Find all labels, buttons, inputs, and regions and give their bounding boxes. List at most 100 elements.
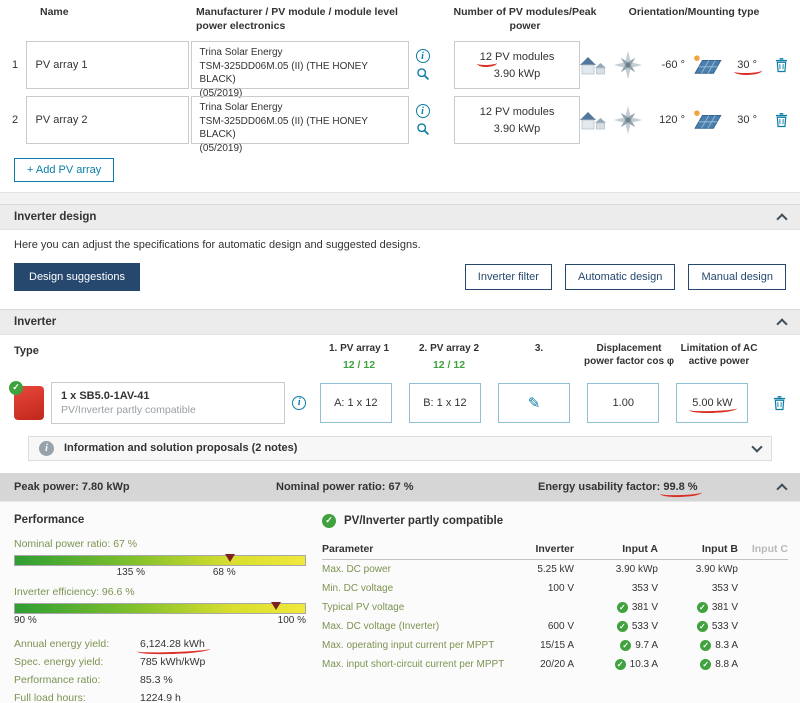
check-icon: ✓ [697,602,708,613]
manual-design-button[interactable]: Manual design [688,264,786,290]
inverter-body: Type 1. PV array 1 12 / 12 2. PV array 2… [0,335,800,461]
design-suggestions-button[interactable]: Design suggestions [14,263,140,291]
module-date: (05/2019) [200,142,400,156]
usability-label: Energy usability factor: [538,481,660,493]
info-icon[interactable]: i [416,104,430,118]
inverter-design-section-header[interactable]: Inverter design [0,204,800,230]
pv-table-header: Name Manufacturer / PV module / module l… [12,6,788,33]
col-manufacturer: Manufacturer / PV module / module level … [196,6,448,33]
inverter-value: 100 V [512,583,574,594]
chevron-up-icon[interactable] [776,214,787,225]
input-a-value: 353 V [632,583,658,594]
inverter-row: ✓ 1 x SB5.0-1AV-41 PV/Inverter partly co… [14,382,786,424]
chevron-down-icon[interactable] [751,441,762,452]
results-panel: Performance Nominal power ratio: 67 % 13… [0,501,800,703]
magnifier-icon[interactable] [416,122,430,136]
performance-title: Performance [14,514,306,526]
col-ac-limit: Limitation of AC active power [674,343,764,372]
pv-array-name-input[interactable]: PV array 2 [26,96,189,144]
stat-label: Spec. energy yield: [14,656,140,668]
check-icon: ✓ [700,640,711,651]
module-type: TSM-325DD06M.05 (II) (THE HONEY BLACK) [200,60,400,87]
col-array1-count: 12 / 12 [314,359,404,372]
input-a-value: A: 1 x 12 [334,397,377,409]
col-array2-label: 2. PV array 2 [404,343,494,356]
inverter-selector[interactable]: 1 x SB5.0-1AV-41 PV/Inverter partly comp… [51,382,285,424]
inverter-image: ✓ [14,386,44,420]
cos-phi-value: 1.00 [613,397,634,409]
nominal-ratio-bar [14,555,306,566]
delete-inverter-button[interactable] [773,395,786,411]
input-a-value: 533 V [632,621,658,632]
tick-90: 90 % [14,615,37,626]
check-icon: ✓ [617,621,628,632]
bar-marker [271,602,281,610]
info-icon: i [39,441,54,456]
section-divider [0,192,800,204]
param-label: Max. operating input current per MPPT [322,640,512,651]
input-a-value: 381 V [632,602,658,613]
param-label: Min. DC voltage [322,583,512,594]
tilt-value: 30 ° [729,114,757,126]
edit-input-box[interactable]: ✎ [498,383,570,423]
modules-count: 12 [480,106,492,118]
information-proposals-bar[interactable]: i Information and solution proposals (2 … [28,436,772,461]
inverter-value: 20/20 A [512,659,574,670]
ac-limit-value: 5.00 kW [692,397,732,409]
usability-summary: Energy usability factor: 99.8 % [538,481,778,493]
input-b-box[interactable]: B: 1 x 12 [409,383,481,423]
inverter-section-header[interactable]: Inverter [0,309,800,335]
stat-label: Full load hours: [14,692,140,703]
module-selector[interactable]: Trina Solar Energy TSM-325DD06M.05 (II) … [191,41,409,89]
trash-icon [773,395,786,411]
cos-phi-box[interactable]: 1.00 [587,383,659,423]
inverter-efficiency-label: Inverter efficiency: 96.6 % [14,586,306,598]
input-b-value: 353 V [712,583,738,594]
module-selector[interactable]: Trina Solar Energy TSM-325DD06M.05 (II) … [191,96,409,144]
check-icon: ✓ [620,640,631,651]
modules-count-line: 12 PV modules [480,106,555,118]
inverter-efficiency-ticks: 90 % 100 % [14,614,306,628]
info-icon[interactable]: i [416,49,430,63]
col-array2: 2. PV array 2 12 / 12 [404,343,494,372]
row-index: 1 [12,59,26,71]
chevron-up-icon[interactable] [776,483,787,494]
add-pv-array-button[interactable]: + Add PV array [14,158,114,182]
col-array1-label: 1. PV array 1 [314,343,404,356]
magnifier-icon[interactable] [416,67,430,81]
ac-limit-box[interactable]: 5.00 kW [676,383,748,423]
input-a-value: 3.90 kWp [616,564,658,575]
col-input-c: Input C [738,543,788,555]
delete-pv-array-button[interactable] [775,112,788,128]
pv-array-name-input[interactable]: PV array 1 [26,41,189,89]
col-input-b: Input B [658,543,738,555]
modules-count-box[interactable]: 12 PV modules 3.90 kWp [454,96,580,144]
modules-count-box[interactable]: 12 PV modules 3.90 kWp [454,41,580,89]
compat-row: Max. DC voltage (Inverter) 600 V ✓533 V … [322,617,788,636]
check-icon: ✓ [617,602,628,613]
delete-pv-array-button[interactable] [775,57,788,73]
inverter-filter-button[interactable]: Inverter filter [465,264,552,290]
house-icon [580,110,607,130]
info-icon[interactable]: i [292,396,306,410]
tilt-value: 30 ° [729,59,757,71]
compat-row: Max. input short-circuit current per MPP… [322,655,788,674]
performance-stats: Annual energy yield:6,124.28 kWh Spec. e… [14,638,306,703]
chevron-up-icon[interactable] [776,319,787,330]
tick-68: 68 % [213,567,236,578]
col-array1: 1. PV array 1 12 / 12 [314,343,404,372]
inverter-value: 5.25 kW [512,564,574,575]
automatic-design-button[interactable]: Automatic design [565,264,675,290]
input-b-value: 8.3 A [715,640,738,651]
usability-value: 99.8 % [663,481,697,493]
trash-icon [775,112,788,128]
inverter-table-header: Type 1. PV array 1 12 / 12 2. PV array 2… [14,343,786,372]
col-modules: Number of PV modules/Peak power [450,6,600,33]
input-a-box[interactable]: A: 1 x 12 [320,383,392,423]
inverter-design-description: Here you can adjust the specifications f… [14,239,786,251]
input-b-value: 381 V [712,602,738,613]
input-b-value: 8.8 A [715,659,738,670]
peak-power: 3.90 kWp [494,68,540,80]
pv-array-name: PV array 1 [36,59,88,71]
compat-row: Min. DC voltage 100 V 353 V 353 V [322,579,788,598]
